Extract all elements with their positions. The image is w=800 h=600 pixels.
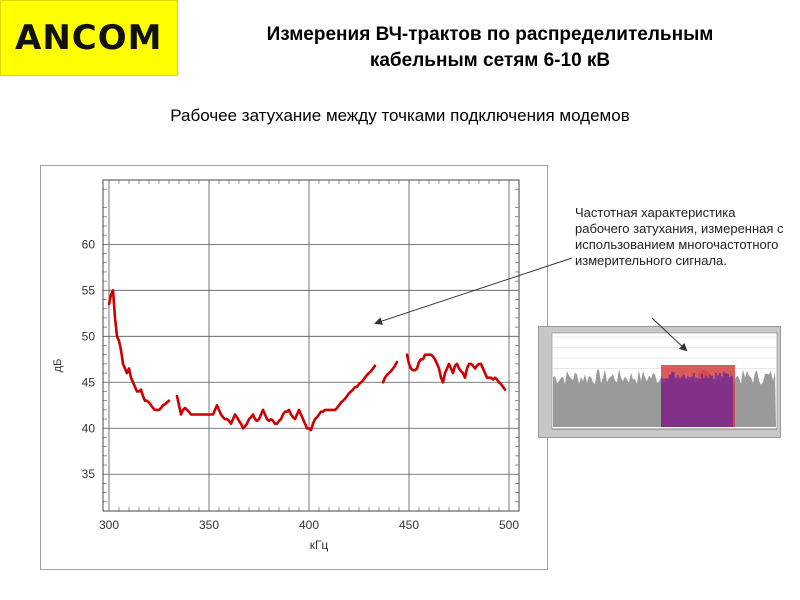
y-tick-label: 50 xyxy=(82,329,96,343)
x-tick-label: 450 xyxy=(399,518,419,532)
logo: ANCOM xyxy=(0,0,178,76)
attenuation-series-line xyxy=(107,289,171,412)
y-tick-label: 35 xyxy=(82,467,96,481)
x-tick-label: 400 xyxy=(299,518,319,532)
page-title: Измерения ВЧ-трактов по распределительны… xyxy=(210,22,770,74)
x-tick-label: 500 xyxy=(499,518,519,532)
attenuation-chart-frame: 300 350 400 450 500 35 40 45 50 55 60 кГц дБ xyxy=(40,165,548,570)
x-tick-label: 300 xyxy=(99,518,119,532)
y-axis-label: дБ xyxy=(52,359,64,373)
page-subtitle: Рабочее затухание между точками подключе… xyxy=(170,106,630,125)
attenuation-series-line xyxy=(175,364,377,432)
inset-signal-bars xyxy=(661,371,733,427)
attenuation-series-line xyxy=(405,353,507,391)
spectrum-inset-graphic xyxy=(551,332,778,430)
x-tick-label: 350 xyxy=(199,518,219,532)
y-tick-label: 45 xyxy=(82,375,96,389)
y-tick-label: 40 xyxy=(82,421,96,435)
title-line-1: Измерения ВЧ-трактов по распределительны… xyxy=(266,24,714,45)
plot-area xyxy=(102,179,520,512)
y-tick-label: 55 xyxy=(82,283,96,297)
attenuation-chart: 300 350 400 450 500 35 40 45 50 55 60 кГц дБ xyxy=(52,179,520,552)
spectrum-inset xyxy=(538,326,781,438)
x-axis-label: кГц xyxy=(310,538,329,552)
title-line-2: кабельным сетям 6-10 кВ xyxy=(369,50,611,71)
y-tick-label: 60 xyxy=(82,237,96,251)
logo-text: ANCOM xyxy=(15,18,163,58)
chart-annotation: Частотная характеристика рабочего затуха… xyxy=(575,205,784,268)
attenuation-series-line xyxy=(381,360,399,384)
